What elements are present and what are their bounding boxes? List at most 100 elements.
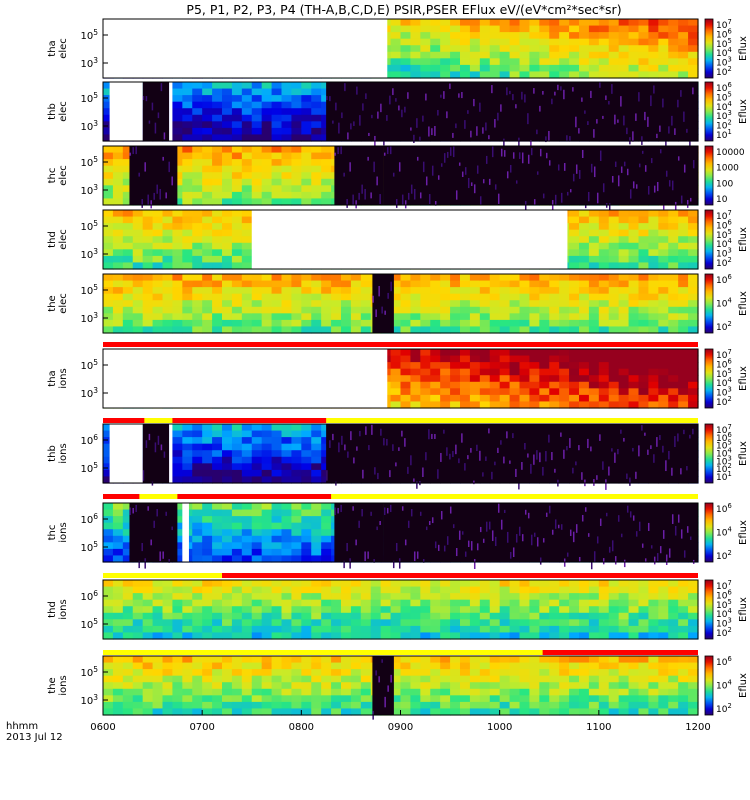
heatmap-cell xyxy=(608,242,620,250)
heatmap-cell xyxy=(529,274,540,282)
heatmap-cells xyxy=(103,580,699,640)
heatmap-cell xyxy=(291,114,302,122)
heatmap-cell xyxy=(231,529,243,537)
heatmap-cell xyxy=(212,146,223,154)
panel-frame xyxy=(102,579,699,640)
heatmap-cell xyxy=(588,280,600,288)
heatmap-cell xyxy=(648,300,659,308)
heatmap-cell xyxy=(291,456,302,464)
heatmap-cell xyxy=(539,58,550,66)
heatmap-cell xyxy=(122,172,134,180)
heatmap-cell xyxy=(182,152,193,160)
heatmap-cell xyxy=(281,424,293,432)
heatmap-cell xyxy=(132,580,144,588)
heatmap-cell xyxy=(469,306,481,314)
colorbar-tick-label: 100 xyxy=(716,179,733,189)
heatmap-cell xyxy=(688,19,699,27)
heatmap-cell xyxy=(261,555,273,563)
heatmap-cell xyxy=(559,394,570,403)
heatmap-cell xyxy=(311,313,322,321)
heatmap-cell xyxy=(212,293,223,301)
heatmap-cell xyxy=(569,580,580,588)
heatmap-cell xyxy=(231,236,243,244)
heatmap-cell xyxy=(222,178,233,186)
heatmap-cell xyxy=(103,529,114,537)
heatmap-cell xyxy=(112,223,124,231)
heatmap-cell xyxy=(271,274,283,282)
heatmap-cell xyxy=(212,191,223,200)
heatmap-cell xyxy=(103,542,114,550)
heatmap-cell xyxy=(430,280,441,288)
heatmap-cell xyxy=(172,223,183,231)
heatmap-cell xyxy=(271,306,283,314)
heatmap-cell xyxy=(122,632,134,640)
heatmap-cell xyxy=(231,463,243,471)
heatmap-cell xyxy=(569,606,580,614)
heatmap-cell xyxy=(410,64,421,73)
heatmap-cell xyxy=(122,548,134,557)
heatmap-cell xyxy=(618,300,630,308)
heatmap-cell xyxy=(658,287,669,295)
heatmap-cell xyxy=(331,280,342,288)
heatmap-cell xyxy=(608,58,620,66)
heatmap-cell xyxy=(588,368,600,376)
heatmap-cell xyxy=(410,401,421,409)
heatmap-cell xyxy=(450,293,461,301)
heatmap-cell xyxy=(430,580,441,588)
heatmap-cell xyxy=(182,463,193,471)
heatmap-cell xyxy=(112,619,124,627)
heatmap-cell xyxy=(172,159,183,167)
heatmap-cell xyxy=(281,437,293,445)
heatmap-cell xyxy=(598,619,610,627)
heatmap-cell xyxy=(321,306,332,314)
heatmap-cell xyxy=(588,625,600,634)
colorbar xyxy=(704,579,714,640)
heatmap-cell xyxy=(678,619,689,627)
heatmap-cell xyxy=(301,586,312,594)
heatmap-cell xyxy=(222,185,233,193)
heatmap-cell xyxy=(539,612,550,620)
heatmap-cell xyxy=(579,580,590,588)
heatmap-cell xyxy=(648,58,659,66)
heatmap-cell xyxy=(569,401,580,409)
heatmap-cell xyxy=(271,326,283,334)
heatmap-cell xyxy=(588,51,600,59)
heatmap-cell xyxy=(668,51,679,59)
heatmap-cell xyxy=(648,306,659,314)
heatmap-cell xyxy=(271,443,283,451)
heatmap-cell xyxy=(529,381,540,389)
heatmap-cell xyxy=(628,326,640,334)
heatmap-cell xyxy=(122,522,134,530)
heatmap-cell xyxy=(341,319,352,328)
heatmap-cell xyxy=(202,529,213,537)
heatmap-cell xyxy=(430,293,441,301)
heatmap-cell xyxy=(539,619,550,627)
heatmap-cell xyxy=(222,542,233,550)
heatmap-cell xyxy=(430,375,441,383)
heatmap-cell xyxy=(212,450,223,458)
heatmap-cell xyxy=(598,394,610,403)
heatmap-cell xyxy=(400,619,412,627)
heatmap-cell xyxy=(400,64,412,73)
heatmap-cell xyxy=(678,599,689,607)
heatmap-cell xyxy=(222,306,233,314)
heatmap-cell xyxy=(569,210,580,218)
dropout-region xyxy=(372,274,394,333)
heatmap-cell xyxy=(529,319,540,328)
heatmap-cell xyxy=(281,612,293,620)
heatmap-cell xyxy=(460,280,471,288)
heatmap-cell xyxy=(569,274,580,282)
heatmap-cell xyxy=(628,25,640,33)
heatmap-cell xyxy=(648,586,659,594)
heatmap-cell xyxy=(559,349,570,357)
heatmap-cell xyxy=(122,223,134,231)
heatmap-cell xyxy=(222,249,233,257)
heatmap-cell xyxy=(301,476,312,484)
heatmap-cell xyxy=(450,313,461,321)
heatmap-cell xyxy=(608,401,620,409)
heatmap-cell xyxy=(588,64,600,73)
heatmap-cell xyxy=(271,430,283,438)
heatmap-cell xyxy=(212,95,223,103)
